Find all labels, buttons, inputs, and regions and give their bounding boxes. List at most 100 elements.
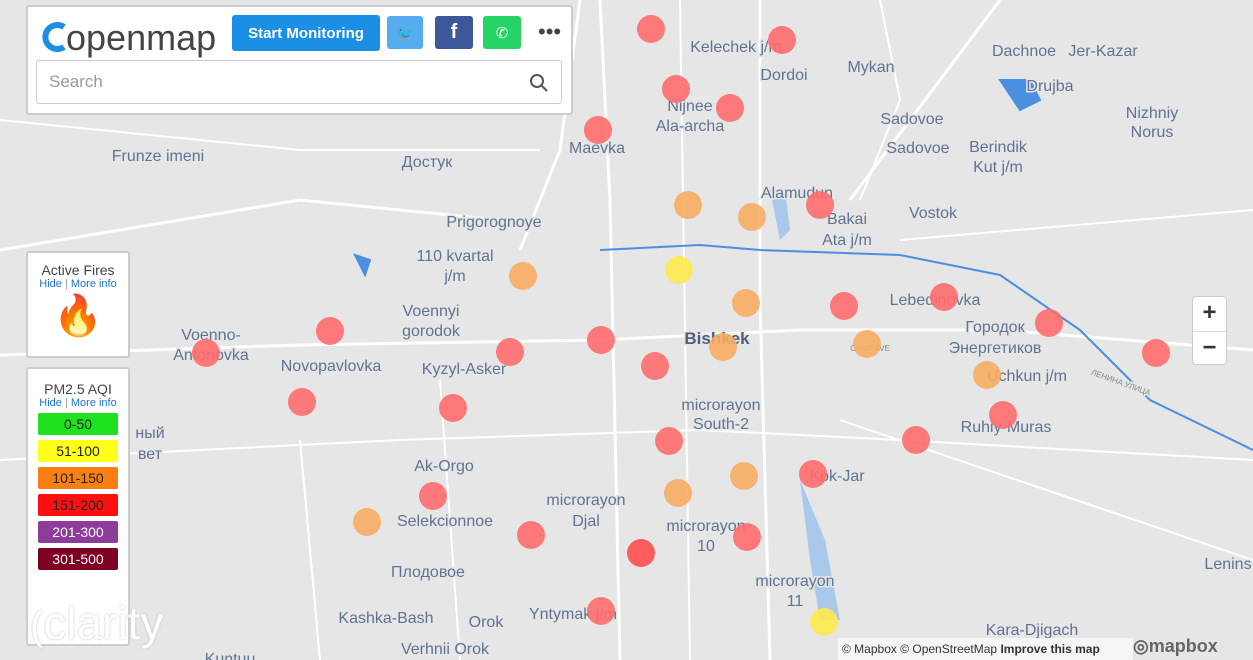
aqi-marker[interactable] bbox=[316, 317, 344, 345]
zoom-in[interactable]: + bbox=[1193, 297, 1226, 332]
start-monitoring-button[interactable]: Start Monitoring bbox=[232, 15, 380, 51]
aqi-marker[interactable] bbox=[664, 479, 692, 507]
aqi-marker[interactable] bbox=[799, 460, 827, 488]
aqi-marker[interactable] bbox=[192, 339, 220, 367]
place-label: Norus bbox=[1131, 124, 1174, 141]
aqi-marker[interactable] bbox=[641, 352, 669, 380]
aqi-marker[interactable] bbox=[627, 539, 655, 567]
place-label: gorodok bbox=[402, 323, 461, 340]
aqi-marker[interactable] bbox=[587, 597, 615, 625]
aqi-more-info[interactable]: More info bbox=[70, 397, 117, 409]
fire-icon: 🔥 bbox=[53, 294, 103, 338]
aqi-marker[interactable] bbox=[584, 116, 612, 144]
place-label: вет bbox=[138, 446, 163, 463]
aqi-marker[interactable] bbox=[353, 508, 381, 536]
aqi-title: PM2.5 AQI bbox=[44, 381, 112, 397]
aqi-level: 0-50 bbox=[38, 413, 118, 435]
place-label: Ata j/m bbox=[822, 232, 872, 249]
aqi-marker[interactable] bbox=[1142, 339, 1170, 367]
aqi-marker[interactable] bbox=[989, 401, 1017, 429]
aqi-marker[interactable] bbox=[517, 521, 545, 549]
fires-more-info[interactable]: More info bbox=[70, 278, 117, 290]
more-menu[interactable]: ••• bbox=[538, 19, 562, 44]
aqi-marker[interactable] bbox=[439, 394, 467, 422]
aqi-panel: PM2.5 AQI Hide | More info 0-50 51-100 101… bbox=[26, 367, 130, 646]
place-label: Uchkun j/m bbox=[987, 368, 1067, 385]
aqi-marker[interactable] bbox=[830, 292, 858, 320]
place-label: Kuntuu bbox=[205, 651, 256, 660]
aqi-marker[interactable] bbox=[930, 283, 958, 311]
twitter-button[interactable]: 🐦 bbox=[387, 16, 423, 49]
facebook-button[interactable]: f bbox=[435, 16, 473, 49]
place-label: Kut j/m bbox=[973, 159, 1023, 176]
aqi-hide[interactable]: Hide bbox=[39, 397, 62, 409]
aqi-level: 101-150 bbox=[38, 467, 118, 489]
aqi-marker[interactable] bbox=[587, 326, 615, 354]
aqi-marker[interactable] bbox=[732, 289, 760, 317]
place-label: Энергетиков bbox=[949, 340, 1042, 357]
place-label: Sadovoe bbox=[880, 111, 943, 128]
place-label: Sadovoe bbox=[886, 140, 949, 157]
aqi-marker[interactable] bbox=[806, 191, 834, 219]
place-label: Novopavlovka bbox=[281, 358, 382, 375]
place-label: microrayon bbox=[755, 573, 834, 590]
search-box[interactable]: Search bbox=[36, 60, 562, 104]
fires-hide[interactable]: Hide bbox=[39, 278, 62, 290]
header-panel: openmap Start Monitoring 🐦 f ✆ ••• Searc… bbox=[26, 5, 573, 115]
aqi-marker[interactable] bbox=[902, 426, 930, 454]
clarity-text: clarity bbox=[43, 597, 164, 649]
improve-map-link[interactable]: Improve this map bbox=[1000, 642, 1100, 656]
place-label: Городок bbox=[965, 319, 1025, 336]
place-label: Kyzyl-Asker bbox=[422, 361, 507, 378]
place-label: Djal bbox=[572, 513, 600, 530]
aqi-marker[interactable] bbox=[768, 26, 796, 54]
aqi-marker[interactable] bbox=[709, 333, 737, 361]
aqi-marker[interactable] bbox=[738, 203, 766, 231]
place-label: Verhnii Orok bbox=[401, 641, 490, 658]
place-label: ный bbox=[135, 425, 164, 442]
whatsapp-button[interactable]: ✆ bbox=[483, 16, 521, 49]
aqi-marker[interactable] bbox=[509, 262, 537, 290]
place-label: Jer-Kazar bbox=[1068, 43, 1138, 60]
aqi-marker[interactable] bbox=[716, 94, 744, 122]
aqi-marker[interactable] bbox=[665, 256, 693, 284]
place-label: Ak-Orgo bbox=[414, 458, 474, 475]
place-label: Vostok bbox=[909, 205, 958, 222]
place-label: Ala-archa bbox=[656, 118, 725, 135]
aqi-marker[interactable] bbox=[674, 191, 702, 219]
clarity-logo: (clarity bbox=[30, 597, 164, 649]
aqi-marker[interactable] bbox=[288, 388, 316, 416]
aqi-marker[interactable] bbox=[853, 330, 881, 358]
aqi-marker[interactable] bbox=[1035, 309, 1063, 337]
logo-icon bbox=[42, 22, 66, 52]
aqi-marker[interactable] bbox=[733, 523, 761, 551]
aqi-marker[interactable] bbox=[662, 75, 690, 103]
place-labels: Kelechek j/m Dordoi Mykan Dachnoe Jer-Kazar D… bbox=[110, 38, 1253, 660]
water bbox=[353, 79, 1253, 620]
place-label: Достук bbox=[402, 154, 453, 171]
logo: openmap bbox=[66, 17, 217, 58]
search-icon[interactable] bbox=[529, 73, 549, 93]
aqi-marker[interactable] bbox=[730, 462, 758, 490]
aqi-level: 301-500 bbox=[38, 548, 118, 570]
place-label: Mykan bbox=[847, 59, 894, 76]
aqi-marker[interactable] bbox=[637, 15, 665, 43]
mapbox-text: mapbox bbox=[1148, 636, 1218, 656]
zoom-out[interactable]: − bbox=[1202, 334, 1217, 361]
place-label: Kelechek j/m bbox=[690, 39, 782, 56]
place-label: microrayon bbox=[681, 397, 760, 414]
aqi-marker[interactable] bbox=[419, 482, 447, 510]
aqi-marker[interactable] bbox=[973, 361, 1001, 389]
fires-title: Active Fires bbox=[41, 262, 115, 278]
aqi-marker[interactable] bbox=[655, 427, 683, 455]
place-label: 11 bbox=[787, 593, 804, 610]
place-label: Voenno- bbox=[181, 327, 241, 344]
aqi-level: 201-300 bbox=[38, 521, 118, 543]
aqi-marker[interactable] bbox=[810, 608, 838, 636]
place-label: South-2 bbox=[693, 416, 749, 433]
place-label: Lenins bbox=[1204, 556, 1251, 573]
place-label: Nizhniy bbox=[1126, 105, 1178, 122]
aqi-marker[interactable] bbox=[496, 338, 524, 366]
